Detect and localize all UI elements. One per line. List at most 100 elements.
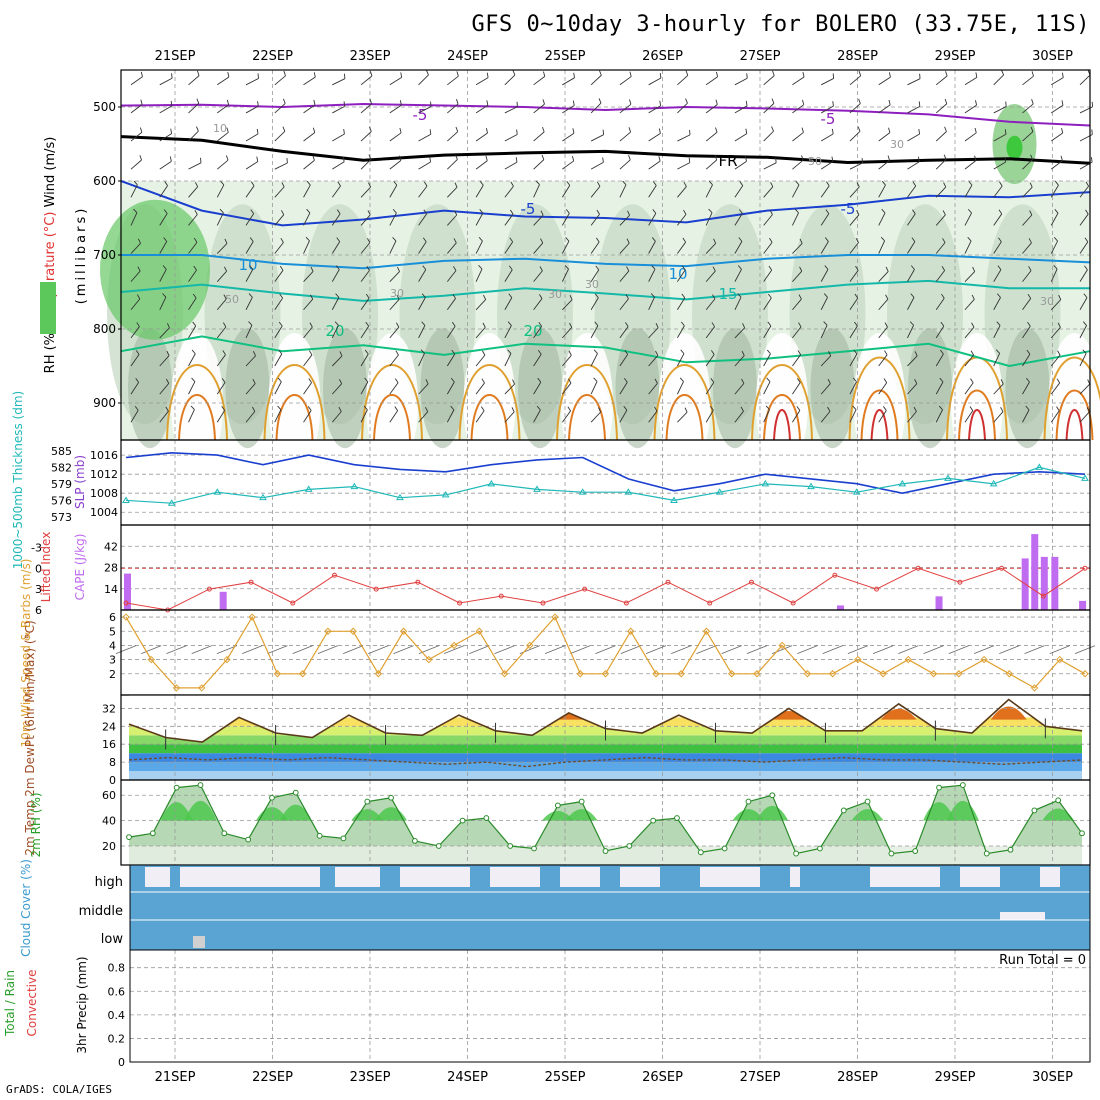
temp2m-tick-label: 8 [109,756,116,769]
rh2m-tick-label: 20 [102,840,116,853]
wind-barb-flag [625,294,629,299]
li-tick-label: -3 [31,541,42,554]
wind-barb [993,383,1004,395]
wind-barb-flag [1083,293,1088,298]
wind-barb-flag [166,350,170,356]
wind-barb-flag [680,349,685,354]
thickness-tick-label: 573 [51,511,72,524]
wind-barb [677,75,689,86]
wind-barb [993,297,1001,310]
cape-tick-label: 28 [104,562,118,575]
pressure-tick-label: 500 [93,100,116,114]
wind-barb [648,213,657,226]
wind-barb [1050,160,1063,170]
wind-barb [130,382,140,395]
wind-barb-flag [626,266,630,272]
wind-barb-flag [485,155,488,161]
lifted-index-marker [623,600,629,606]
rh-dry-pocket [366,333,418,473]
wind-barb-flag [366,265,370,271]
wind-barb-flag [974,155,977,161]
wind-barb-flag [137,266,141,272]
thickness-tick-label: 582 [51,461,72,474]
wind-barb [245,78,259,86]
wind-barb-flag [775,157,777,163]
precip-tick-label: 0.6 [108,985,126,998]
isotherm-30 [665,394,704,441]
wind10m-barb [494,645,515,655]
lifted-index-line [125,567,1086,611]
wind-barb [734,241,743,254]
wind10m-barb [141,645,162,655]
wind-barb [619,270,630,282]
wind-barb-flag [455,126,459,132]
wind-barb-flag [884,350,888,356]
wind-barb [418,213,427,226]
wind-barb-flag [852,405,857,410]
wind-barb [389,212,397,226]
wind-barb-flag [572,128,575,134]
wind-barb-flag [565,209,570,214]
lifted-index-marker [457,600,463,606]
wind-barb [331,411,342,423]
wind-barb-flag [709,406,714,411]
wind10m-marker [677,670,685,678]
wind-barb-flag [396,322,400,328]
wind-barb-flag [797,350,802,355]
rh2m-marker [745,798,752,805]
rh2m-peak [279,804,312,821]
wind-barb [216,132,229,142]
wind-barb-flag [881,208,886,214]
rh2m-marker [1031,807,1038,814]
wind-barb-flag [765,405,770,410]
isotherm-label: -5 [521,200,536,218]
wind-barb [964,271,976,282]
wind-barb-flag [741,350,745,356]
pressure-tick-label: 600 [93,174,116,188]
date-label-top: 25SEP [545,49,586,64]
wind10m-marker [399,627,408,635]
wind-barb [303,104,316,114]
wind-barb [763,103,775,114]
wind-barb-flag [429,129,432,135]
wind-barb-flag [597,181,601,187]
pressure-axis-title: (millibars) [74,206,89,305]
wind-barb [1022,270,1032,282]
isotherm-label: 20 [523,322,542,340]
wind-barb [590,186,601,198]
rh2m-marker [459,817,466,824]
wind-barb [274,353,283,367]
wind-barb-flag [343,129,345,135]
wind10m-marker [702,627,711,635]
wind-barb-flag [225,155,229,161]
wind-barb [935,75,948,86]
wind-barb [1022,75,1034,86]
rh-contour-label: 10 [213,122,227,135]
wind-barb-flag [659,72,662,79]
rh2m-marker [793,850,799,857]
thickness-marker [441,490,450,498]
wind-barb [360,298,370,311]
wind-barb-flag [430,101,432,107]
wind-barb-flag [1061,128,1064,134]
wind-barb [274,186,285,198]
wind-barb-flag [738,237,743,242]
rh2m-marker [197,782,204,788]
wind10m-tick-label: 3 [109,654,116,667]
wind-barb-flag [970,350,974,356]
wind-barb [130,410,139,423]
wind-barb-flag [507,349,512,354]
wind-barb [130,212,138,226]
wind-barb-flag [542,99,545,105]
lifted-index-marker [915,565,921,571]
wind-barb-flag [219,208,224,214]
wind10m-barb [847,645,869,655]
wind-barb-flag [249,237,254,242]
wind-barb [763,381,771,395]
wind-barb [677,186,687,198]
thickness-axis-label: 1000~500mb Thickness (dm) [11,391,25,569]
wind-barb-flag [685,70,689,76]
cloud-high-gap [620,867,660,887]
date-label-top: 23SEP [350,49,391,64]
wind-barb-flag [139,155,142,161]
